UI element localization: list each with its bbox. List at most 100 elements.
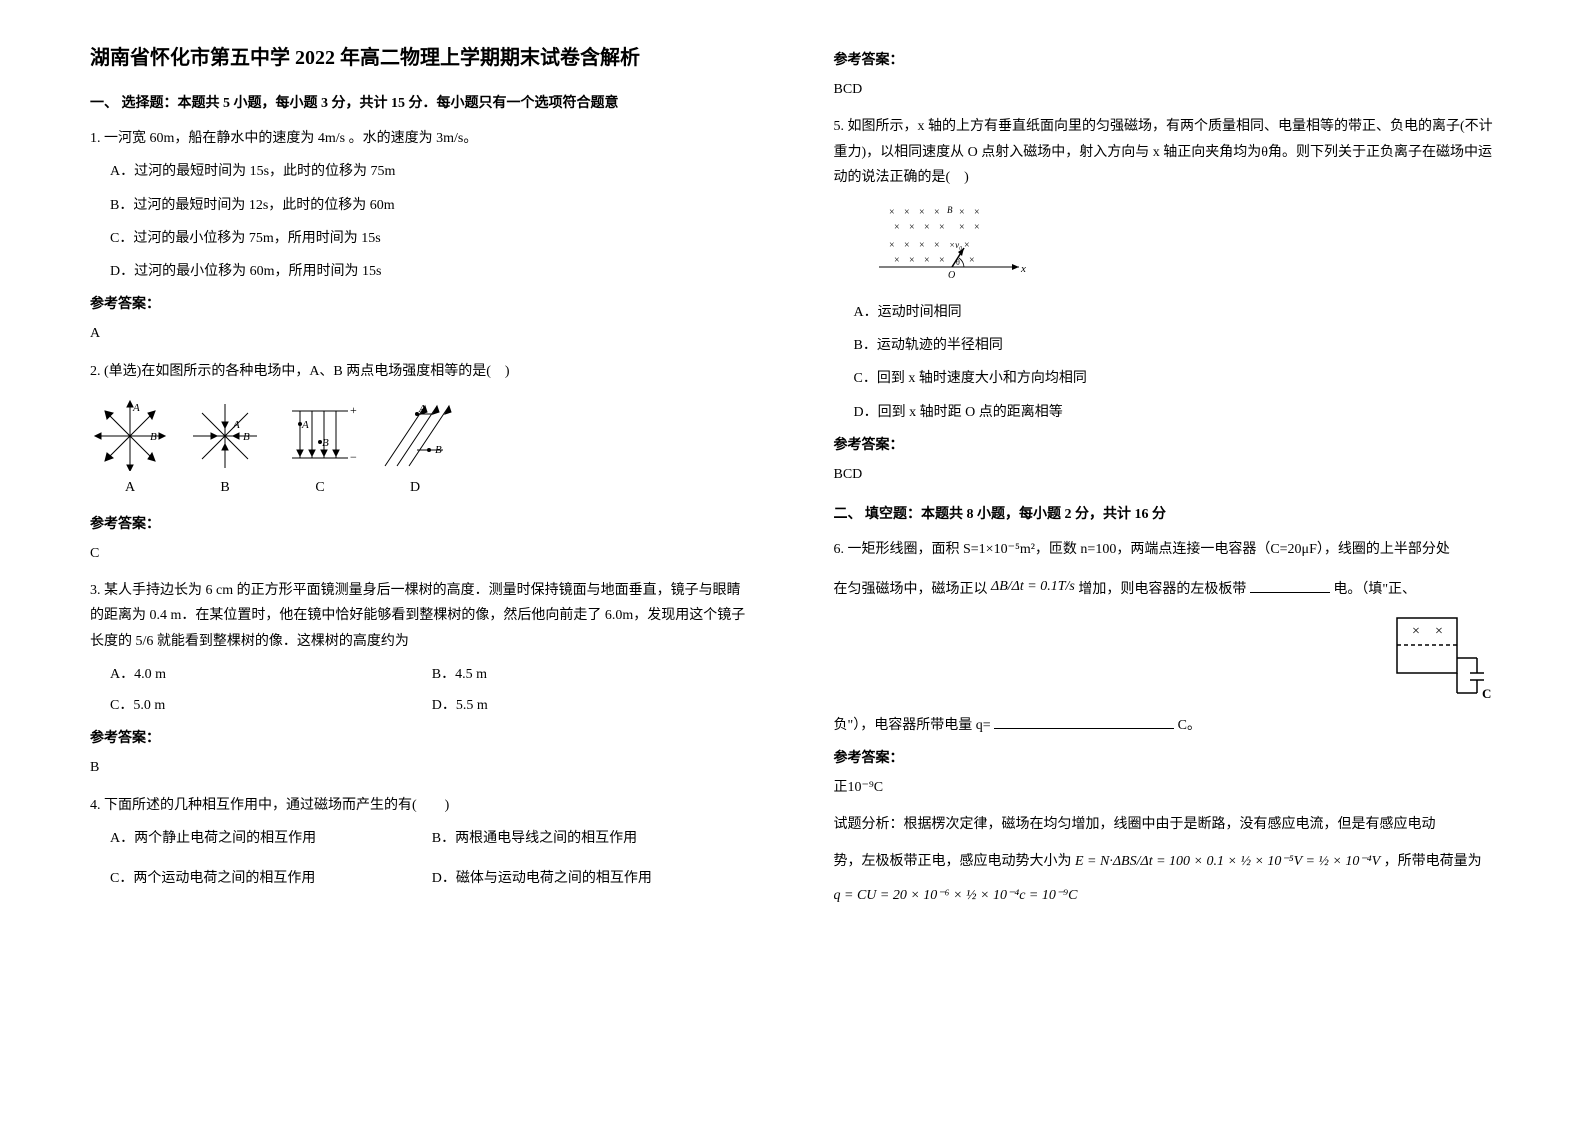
svg-text:×: × xyxy=(889,207,895,218)
svg-text:×: × xyxy=(1435,624,1443,639)
q2-answer-label: 参考答案： xyxy=(90,512,754,537)
question-6: 6. 一矩形线圈，面积 S=1×10⁻⁵m²，匝数 n=100，两端点连接一电容… xyxy=(834,537,1498,908)
q2-label-a: A xyxy=(90,475,170,500)
parallel-plates-icon: A B + − xyxy=(280,396,360,471)
svg-text:θ: θ xyxy=(956,258,960,267)
q1-answer: A xyxy=(90,321,754,346)
q2-diagram-a: A B A xyxy=(90,396,170,500)
q5-diagram: ×××××× B ×××××× ××××× ×v₀ ××××× x O θ xyxy=(864,200,1498,290)
q2-answer: C xyxy=(90,541,754,566)
q6-blank1 xyxy=(1250,579,1330,593)
q6-text1: 6. 一矩形线圈，面积 S=1×10⁻⁵m²，匝数 n=100，两端点连接一电容… xyxy=(834,537,1498,562)
svg-text:×: × xyxy=(964,240,970,251)
q2-text: 2. (单选)在如图所示的各种电场中，A、B 两点电场强度相等的是( ) xyxy=(90,359,754,384)
magnetic-field-icon: ×××××× B ×××××× ××××× ×v₀ ××××× x O θ xyxy=(864,200,1044,290)
q3-option-c: C．5.0 m xyxy=(110,693,432,718)
q1-text: 1. 一河宽 60m，船在静水中的速度为 4m/s 。水的速度为 3m/s。 xyxy=(90,126,754,151)
svg-text:+: + xyxy=(350,403,357,417)
svg-text:×: × xyxy=(919,207,925,218)
q6-answer: 正10⁻⁹C xyxy=(834,775,1498,800)
svg-text:A: A xyxy=(232,419,240,431)
q6-answer-label: 参考答案： xyxy=(834,746,1498,771)
svg-text:×: × xyxy=(959,207,965,218)
q5-answer-label: 参考答案： xyxy=(834,433,1498,458)
q2-diagrams: A B A A xyxy=(90,396,754,500)
q3-option-a: A．4.0 m xyxy=(110,662,432,687)
q6-formula-rate: ΔB/Δt = 0.1T/s xyxy=(991,579,1075,594)
svg-text:×: × xyxy=(924,222,930,233)
q6-analysis-mid: 势，左极板带正电，感应电动势大小为 xyxy=(834,854,1072,869)
q2-diagram-c: A B + − C xyxy=(280,396,360,500)
q4-option-a: A．两个静止电荷之间的相互作用 xyxy=(110,826,432,851)
svg-text:A: A xyxy=(301,419,309,431)
q4-answer-label: 参考答案： xyxy=(834,48,1498,73)
svg-text:A: A xyxy=(132,402,140,414)
svg-text:×: × xyxy=(924,255,930,266)
q6-text3: 负"），电容器所带电量 q= xyxy=(834,718,991,733)
q5-answer: BCD xyxy=(834,462,1498,487)
svg-text:×: × xyxy=(974,207,980,218)
q5-option-b: B．运动轨迹的半径相同 xyxy=(854,333,1498,358)
q4-option-c: C．两个运动电荷之间的相互作用 xyxy=(110,866,432,891)
q2-label-c: C xyxy=(280,475,360,500)
q3-answer: B xyxy=(90,755,754,780)
svg-text:A: A xyxy=(418,403,426,415)
svg-text:×: × xyxy=(894,255,900,266)
svg-text:×: × xyxy=(909,255,915,266)
svg-text:×: × xyxy=(919,240,925,251)
svg-text:×: × xyxy=(894,222,900,233)
question-2: 2. (单选)在如图所示的各种电场中，A、B 两点电场强度相等的是( ) xyxy=(90,359,754,567)
svg-text:B: B xyxy=(435,444,442,456)
diagonal-field-icon: A B xyxy=(375,396,455,471)
svg-text:B: B xyxy=(322,437,329,449)
svg-text:×: × xyxy=(934,240,940,251)
svg-text:O: O xyxy=(948,270,955,281)
q4-option-b: B．两根通电导线之间的相互作用 xyxy=(432,826,754,851)
svg-text:×: × xyxy=(1412,624,1420,639)
q5-text: 5. 如图所示，x 轴的上方有垂直纸面向里的匀强磁场，有两个质量相同、电量相等的… xyxy=(834,114,1498,190)
q1-option-c: C．过河的最小位移为 75m，所用时间为 15s xyxy=(110,226,754,251)
svg-text:×: × xyxy=(974,222,980,233)
section2-header: 二、 填空题：本题共 8 小题，每小题 2 分，共计 16 分 xyxy=(834,502,1498,527)
svg-text:×: × xyxy=(934,207,940,218)
svg-text:×: × xyxy=(904,240,910,251)
q2-diagram-b: A B B xyxy=(185,396,265,500)
question-3: 3. 某人手持边长为 6 cm 的正方形平面镜测量身后一棵树的高度．测量时保持镜… xyxy=(90,578,754,780)
svg-text:−: − xyxy=(350,450,357,464)
svg-text:×: × xyxy=(959,222,965,233)
svg-text:×: × xyxy=(939,255,945,266)
q6-text2-pre: 在匀强磁场中，磁场正以 xyxy=(834,582,988,597)
q5-option-a: A．运动时间相同 xyxy=(854,300,1498,325)
q4-answer: BCD xyxy=(834,77,1498,102)
q6-blank2 xyxy=(994,715,1174,729)
q6-capacitor-diagram: × × C xyxy=(834,613,1498,703)
q1-option-a: A．过河的最短时间为 15s，此时的位移为 75m xyxy=(110,159,754,184)
q6-text2-end: 电。（填"正、 xyxy=(1333,582,1416,597)
q5-option-c: C．回到 x 轴时速度大小和方向均相同 xyxy=(854,366,1498,391)
q6-formula-charge: q = CU = 20 × 10⁻⁶ × ½ × 10⁻⁴c = 10⁻⁹C xyxy=(834,883,1498,908)
svg-text:B: B xyxy=(947,205,953,215)
svg-text:×: × xyxy=(909,222,915,233)
q4-text: 4. 下面所述的几种相互作用中，通过磁场而产生的有( ) xyxy=(90,793,754,818)
svg-text:×: × xyxy=(969,255,975,266)
q6-line3: 负"），电容器所带电量 q= C。 xyxy=(834,713,1498,738)
q6-text2-post: 增加，则电容器的左极板带 xyxy=(1078,582,1246,597)
q4-option-d: D．磁体与运动电荷之间的相互作用 xyxy=(432,866,754,891)
svg-text:B: B xyxy=(150,431,157,443)
q6-analysis-post: ，所带电荷量为 xyxy=(1384,854,1482,869)
svg-text:x: x xyxy=(1020,263,1026,275)
q3-option-b: B．4.5 m xyxy=(432,662,754,687)
radial-field-icon: A B xyxy=(90,396,170,471)
q2-label-b: B xyxy=(185,475,265,500)
svg-text:×: × xyxy=(939,222,945,233)
question-1: 1. 一河宽 60m，船在静水中的速度为 4m/s 。水的速度为 3m/s。 A… xyxy=(90,126,754,346)
radial-field-in-icon: A B xyxy=(185,396,265,471)
q3-option-d: D．5.5 m xyxy=(432,693,754,718)
q3-answer-label: 参考答案： xyxy=(90,726,754,751)
svg-text:×: × xyxy=(889,240,895,251)
q1-option-d: D．过河的最小位移为 60m，所用时间为 15s xyxy=(110,259,754,284)
q1-option-b: B．过河的最短时间为 12s，此时的位移为 60m xyxy=(110,193,754,218)
q6-analysis-line2: 势，左极板带正电，感应电动势大小为 E = N·ΔBS/Δt = 100 × 0… xyxy=(834,849,1498,874)
q6-formula-emf: E = N·ΔBS/Δt = 100 × 0.1 × ½ × 10⁻⁵V = ½… xyxy=(1075,854,1380,869)
svg-text:×v₀: ×v₀ xyxy=(949,240,962,250)
